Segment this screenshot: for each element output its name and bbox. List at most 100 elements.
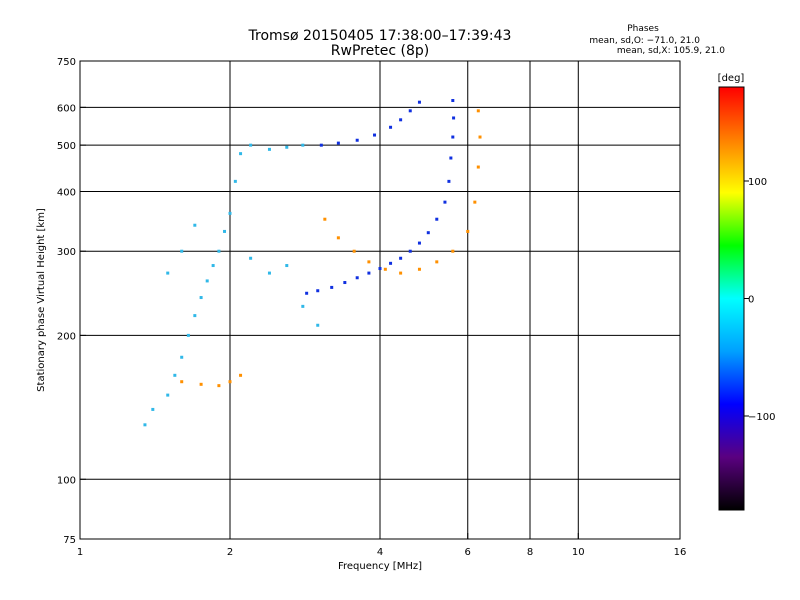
data-point	[239, 373, 243, 377]
data-point	[151, 407, 155, 411]
data-point	[223, 229, 227, 233]
phases-line-x: mean, sd,X: 105.9, 21.0	[617, 46, 725, 56]
data-point	[473, 200, 477, 204]
data-point	[305, 291, 309, 295]
data-point	[355, 138, 359, 142]
y-tick-label: 100	[57, 475, 76, 486]
data-point	[476, 109, 480, 113]
data-point	[249, 143, 253, 147]
data-point	[316, 323, 320, 327]
colorbar-ticks: 100 0 −100	[744, 177, 775, 423]
y-tick-label: 200	[57, 331, 76, 342]
data-point	[417, 241, 421, 245]
data-point	[166, 271, 170, 275]
data-point	[249, 256, 253, 260]
data-point	[180, 355, 184, 359]
data-point	[301, 304, 305, 308]
x-tick-label: 8	[527, 547, 533, 558]
data-point	[476, 165, 480, 169]
data-point	[180, 249, 184, 253]
colorbar-tick-label: 0	[748, 295, 754, 306]
data-point	[435, 217, 439, 221]
y-tick-label: 75	[63, 535, 76, 546]
data-point	[435, 260, 439, 264]
x-tick-label: 4	[377, 547, 383, 558]
chart-subtitle: RwPretec (8p)	[331, 43, 429, 59]
x-axis-ticks: 1 2 4 6 8 10 16	[77, 533, 687, 558]
data-point	[228, 211, 232, 215]
data-point	[399, 271, 403, 275]
data-point	[399, 256, 403, 260]
data-point	[378, 267, 382, 271]
y-axis-label: Stationary phase Virtual Height [km]	[36, 208, 47, 392]
data-point	[323, 217, 327, 221]
y-tick-label: 400	[57, 187, 76, 198]
y-tick-label: 300	[57, 247, 76, 258]
data-point	[319, 143, 323, 147]
data-point	[389, 261, 393, 265]
data-point	[408, 249, 412, 253]
data-point	[199, 382, 203, 386]
y-axis-ticks: 75 100 200 300 400 500 600 750	[57, 57, 86, 546]
data-point	[211, 264, 215, 268]
data-point	[228, 380, 232, 384]
y-tick-label: 600	[57, 103, 76, 114]
data-point	[285, 145, 289, 149]
x-tick-label: 2	[227, 547, 233, 558]
data-point	[383, 267, 387, 271]
data-point	[217, 384, 221, 388]
x-tick-label: 6	[465, 547, 471, 558]
data-point	[478, 135, 482, 139]
data-point	[443, 200, 447, 204]
y-tick-label: 500	[57, 141, 76, 152]
x-axis-label: Frequency [MHz]	[338, 561, 422, 572]
data-point	[426, 231, 430, 235]
data-point	[330, 285, 334, 289]
phases-heading: Phases	[627, 24, 659, 34]
data-point	[343, 281, 347, 285]
x-tick-label: 1	[77, 547, 83, 558]
data-point	[186, 333, 190, 337]
data-point	[452, 116, 456, 120]
data-point	[316, 289, 320, 293]
data-point	[451, 99, 455, 103]
data-point	[417, 100, 421, 104]
grid-lines	[80, 61, 680, 539]
data-point	[267, 271, 271, 275]
data-point	[166, 393, 170, 397]
data-point	[451, 135, 455, 139]
data-point	[233, 179, 237, 183]
data-point	[180, 380, 184, 384]
x-tick-label: 16	[674, 547, 687, 558]
y-tick-label: 750	[57, 57, 76, 68]
data-point	[143, 423, 147, 427]
data-point	[408, 109, 412, 113]
data-point	[285, 264, 289, 268]
colorbar-label: [deg]	[718, 73, 745, 84]
data-point	[352, 249, 356, 253]
data-point	[193, 314, 197, 318]
data-point	[239, 152, 243, 156]
colorbar-tick-label: 100	[748, 177, 767, 188]
chart-title: Tromsø 20150405 17:38:00–17:39:43	[248, 28, 512, 44]
data-point	[451, 249, 455, 253]
data-point	[449, 156, 453, 160]
data-point	[205, 279, 209, 283]
data-point	[367, 271, 371, 275]
data-point	[355, 276, 359, 280]
data-point	[193, 223, 197, 227]
data-point	[217, 249, 221, 253]
data-point	[173, 373, 177, 377]
data-point	[267, 147, 271, 151]
data-point	[466, 229, 470, 233]
data-point	[399, 118, 403, 122]
x-tick-label: 10	[572, 547, 585, 558]
data-point	[373, 133, 377, 137]
colorbar-tick-label: −100	[748, 412, 775, 423]
data-point	[389, 125, 393, 129]
data-points	[143, 99, 482, 427]
data-point	[301, 143, 305, 147]
colorbar	[718, 86, 745, 511]
data-point	[367, 260, 371, 264]
